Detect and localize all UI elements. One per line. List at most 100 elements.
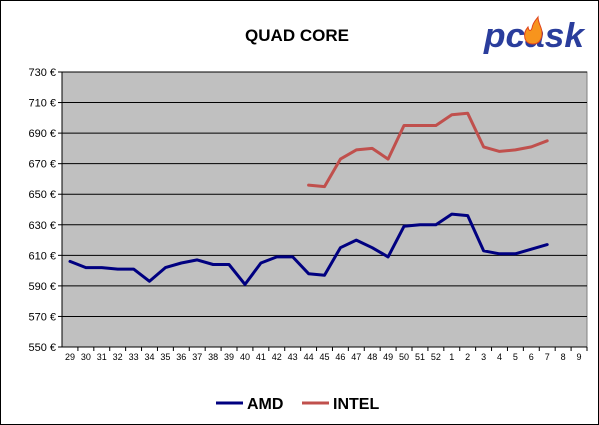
data-point bbox=[291, 255, 294, 258]
data-point bbox=[68, 260, 71, 263]
x-tick-label: 9 bbox=[577, 352, 582, 362]
x-tick-label: 40 bbox=[240, 352, 250, 362]
x-tick-label: 7 bbox=[545, 352, 550, 362]
x-axis-ticks: 29 30 31 32 33 34 35 36 37 38 39 40 41 42 43 44 45 46 47 48… bbox=[62, 346, 588, 362]
x-tick-label: 50 bbox=[399, 352, 409, 362]
legend-label: INTEL bbox=[333, 396, 379, 413]
x-tick-label: 38 bbox=[208, 352, 218, 362]
data-point bbox=[450, 113, 453, 116]
y-tick-label: 570 € bbox=[28, 311, 56, 323]
x-tick-label: 46 bbox=[335, 352, 345, 362]
data-point bbox=[339, 158, 342, 161]
data-point bbox=[530, 248, 533, 251]
data-point bbox=[164, 266, 167, 269]
data-point bbox=[403, 225, 406, 228]
y-tick-label: 690 € bbox=[28, 128, 56, 140]
x-tick-label: 6 bbox=[529, 352, 534, 362]
x-tick-label: 32 bbox=[113, 352, 123, 362]
pcask-logo: pcask bbox=[483, 15, 586, 55]
data-point bbox=[371, 246, 374, 249]
x-tick-label: 8 bbox=[561, 352, 566, 362]
data-point bbox=[498, 252, 501, 255]
legend-item-amd: AMD bbox=[216, 396, 283, 413]
data-point bbox=[212, 263, 215, 266]
x-tick-label: 45 bbox=[319, 352, 329, 362]
data-point bbox=[323, 185, 326, 188]
x-tick-label: 34 bbox=[144, 352, 154, 362]
y-tick-label: 650 € bbox=[28, 189, 56, 201]
data-point bbox=[514, 148, 517, 151]
data-point bbox=[403, 124, 406, 127]
x-tick-label: 49 bbox=[383, 352, 393, 362]
data-point bbox=[84, 266, 87, 269]
x-tick-label: 30 bbox=[81, 352, 91, 362]
data-point bbox=[355, 239, 358, 242]
data-point bbox=[180, 261, 183, 264]
data-point bbox=[434, 124, 437, 127]
series-line-intel bbox=[307, 111, 549, 189]
x-tick-label: 44 bbox=[304, 352, 314, 362]
x-tick-label: 37 bbox=[192, 352, 202, 362]
x-tick-label: 51 bbox=[415, 352, 425, 362]
data-point bbox=[482, 249, 485, 252]
x-tick-label: 52 bbox=[431, 352, 441, 362]
data-point bbox=[259, 261, 262, 264]
data-point bbox=[530, 145, 533, 148]
y-tick-label: 590 € bbox=[28, 281, 56, 293]
x-tick-label: 48 bbox=[367, 352, 377, 362]
data-point bbox=[450, 213, 453, 216]
legend: AMD INTEL bbox=[216, 396, 379, 413]
y-tick-label: 610 € bbox=[28, 250, 56, 262]
x-tick-label: 42 bbox=[272, 352, 282, 362]
data-point bbox=[418, 223, 421, 226]
data-point bbox=[434, 223, 437, 226]
x-tick-label: 36 bbox=[176, 352, 186, 362]
x-tick-label: 35 bbox=[160, 352, 170, 362]
x-tick-label: 41 bbox=[256, 352, 266, 362]
data-point bbox=[466, 112, 469, 115]
data-point bbox=[418, 124, 421, 127]
y-tick-label: 710 € bbox=[28, 98, 56, 110]
legend-label: AMD bbox=[247, 396, 283, 413]
x-tick-label: 29 bbox=[65, 352, 75, 362]
y-tick-label: 670 € bbox=[28, 159, 56, 171]
data-point bbox=[307, 184, 310, 187]
chart-title: QUAD CORE bbox=[245, 26, 349, 45]
x-tick-label: 47 bbox=[351, 352, 361, 362]
x-tick-label: 43 bbox=[288, 352, 298, 362]
data-point bbox=[498, 150, 501, 153]
data-point bbox=[196, 258, 199, 261]
data-point bbox=[339, 246, 342, 249]
data-point bbox=[546, 139, 549, 142]
x-tick-label: 3 bbox=[481, 352, 486, 362]
data-point bbox=[307, 272, 310, 275]
data-point bbox=[387, 255, 390, 258]
data-point bbox=[132, 268, 135, 271]
data-point bbox=[116, 268, 119, 271]
data-point bbox=[355, 148, 358, 151]
x-tick-label: 1 bbox=[449, 352, 454, 362]
y-tick-label: 550 € bbox=[28, 342, 56, 354]
data-point bbox=[148, 280, 151, 283]
x-tick-label: 33 bbox=[129, 352, 139, 362]
data-point bbox=[546, 243, 549, 246]
data-point bbox=[228, 263, 231, 266]
data-point bbox=[243, 283, 246, 286]
grid-lines bbox=[62, 71, 587, 317]
data-point bbox=[323, 274, 326, 277]
y-tick-label: 730 € bbox=[28, 67, 56, 79]
y-axis-ticks: 550 € 570 € 590 € 610 € 630 € 650 € 670 € 690 €… bbox=[28, 67, 63, 354]
data-point bbox=[371, 147, 374, 150]
data-point bbox=[482, 145, 485, 148]
y-tick-label: 630 € bbox=[28, 220, 56, 232]
plot-area bbox=[61, 71, 588, 348]
series-lines bbox=[68, 111, 549, 286]
data-point bbox=[387, 158, 390, 161]
x-tick-label: 5 bbox=[513, 352, 518, 362]
x-tick-label: 39 bbox=[224, 352, 234, 362]
x-tick-label: 2 bbox=[465, 352, 470, 362]
x-tick-label: 4 bbox=[497, 352, 502, 362]
x-tick-label: 31 bbox=[97, 352, 107, 362]
